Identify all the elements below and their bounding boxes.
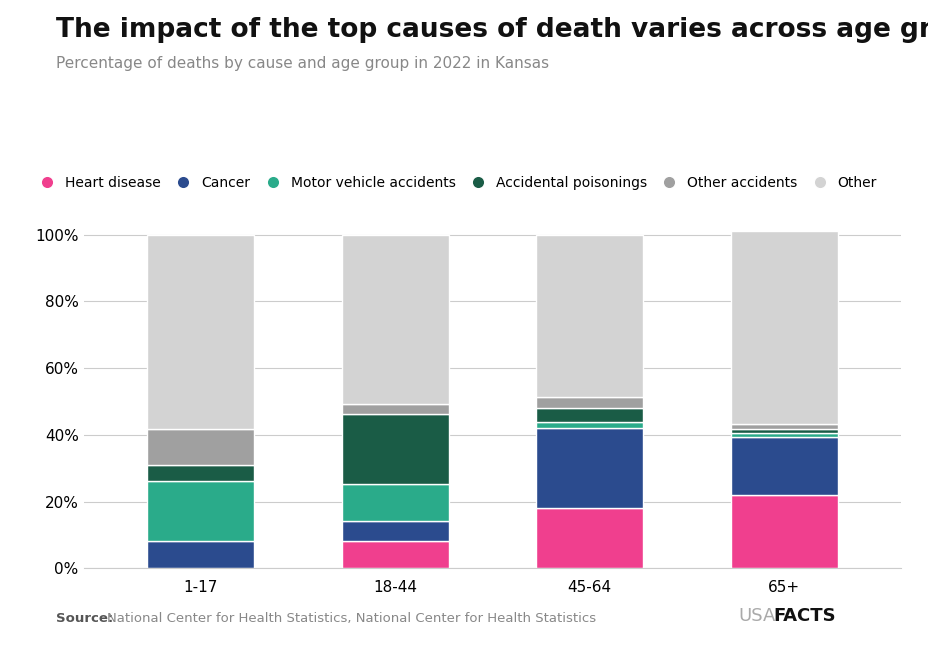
Bar [147, 465, 253, 481]
Bar [730, 437, 837, 495]
Legend: Heart disease, Cancer, Motor vehicle accidents, Accidental poisonings, Other acc: Heart disease, Cancer, Motor vehicle acc… [33, 176, 876, 190]
Bar [535, 422, 642, 428]
Text: The impact of the top causes of death varies across age groups.: The impact of the top causes of death va… [56, 17, 928, 42]
Bar [730, 434, 837, 437]
Bar [730, 424, 837, 429]
Bar [535, 235, 642, 397]
Bar [342, 521, 448, 541]
Text: Percentage of deaths by cause and age group in 2022 in Kansas: Percentage of deaths by cause and age gr… [56, 56, 548, 71]
Text: Source:: Source: [56, 611, 113, 625]
Bar [535, 428, 642, 508]
Bar [342, 484, 448, 521]
Bar [730, 231, 837, 424]
Bar [535, 408, 642, 422]
Text: National Center for Health Statistics, National Center for Health Statistics: National Center for Health Statistics, N… [107, 611, 596, 625]
Bar [147, 235, 253, 428]
Text: USA: USA [738, 607, 775, 625]
Bar [730, 495, 837, 568]
Bar [730, 429, 837, 434]
Bar [535, 397, 642, 408]
Bar [342, 541, 448, 568]
Bar [147, 481, 253, 541]
Bar [342, 405, 448, 414]
Bar [147, 541, 253, 568]
Bar [535, 508, 642, 568]
Text: FACTS: FACTS [773, 607, 835, 625]
Bar [342, 414, 448, 484]
Bar [342, 235, 448, 405]
Bar [147, 428, 253, 465]
